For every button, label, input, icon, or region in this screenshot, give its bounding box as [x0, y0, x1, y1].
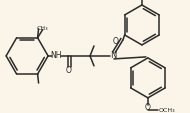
Text: CH₃: CH₃ — [37, 26, 48, 31]
Text: O: O — [66, 66, 72, 75]
Text: O: O — [145, 102, 151, 111]
Text: N: N — [110, 51, 116, 60]
Text: NH: NH — [50, 51, 62, 60]
Text: O: O — [113, 37, 119, 46]
Text: OCH₃: OCH₃ — [159, 107, 175, 112]
